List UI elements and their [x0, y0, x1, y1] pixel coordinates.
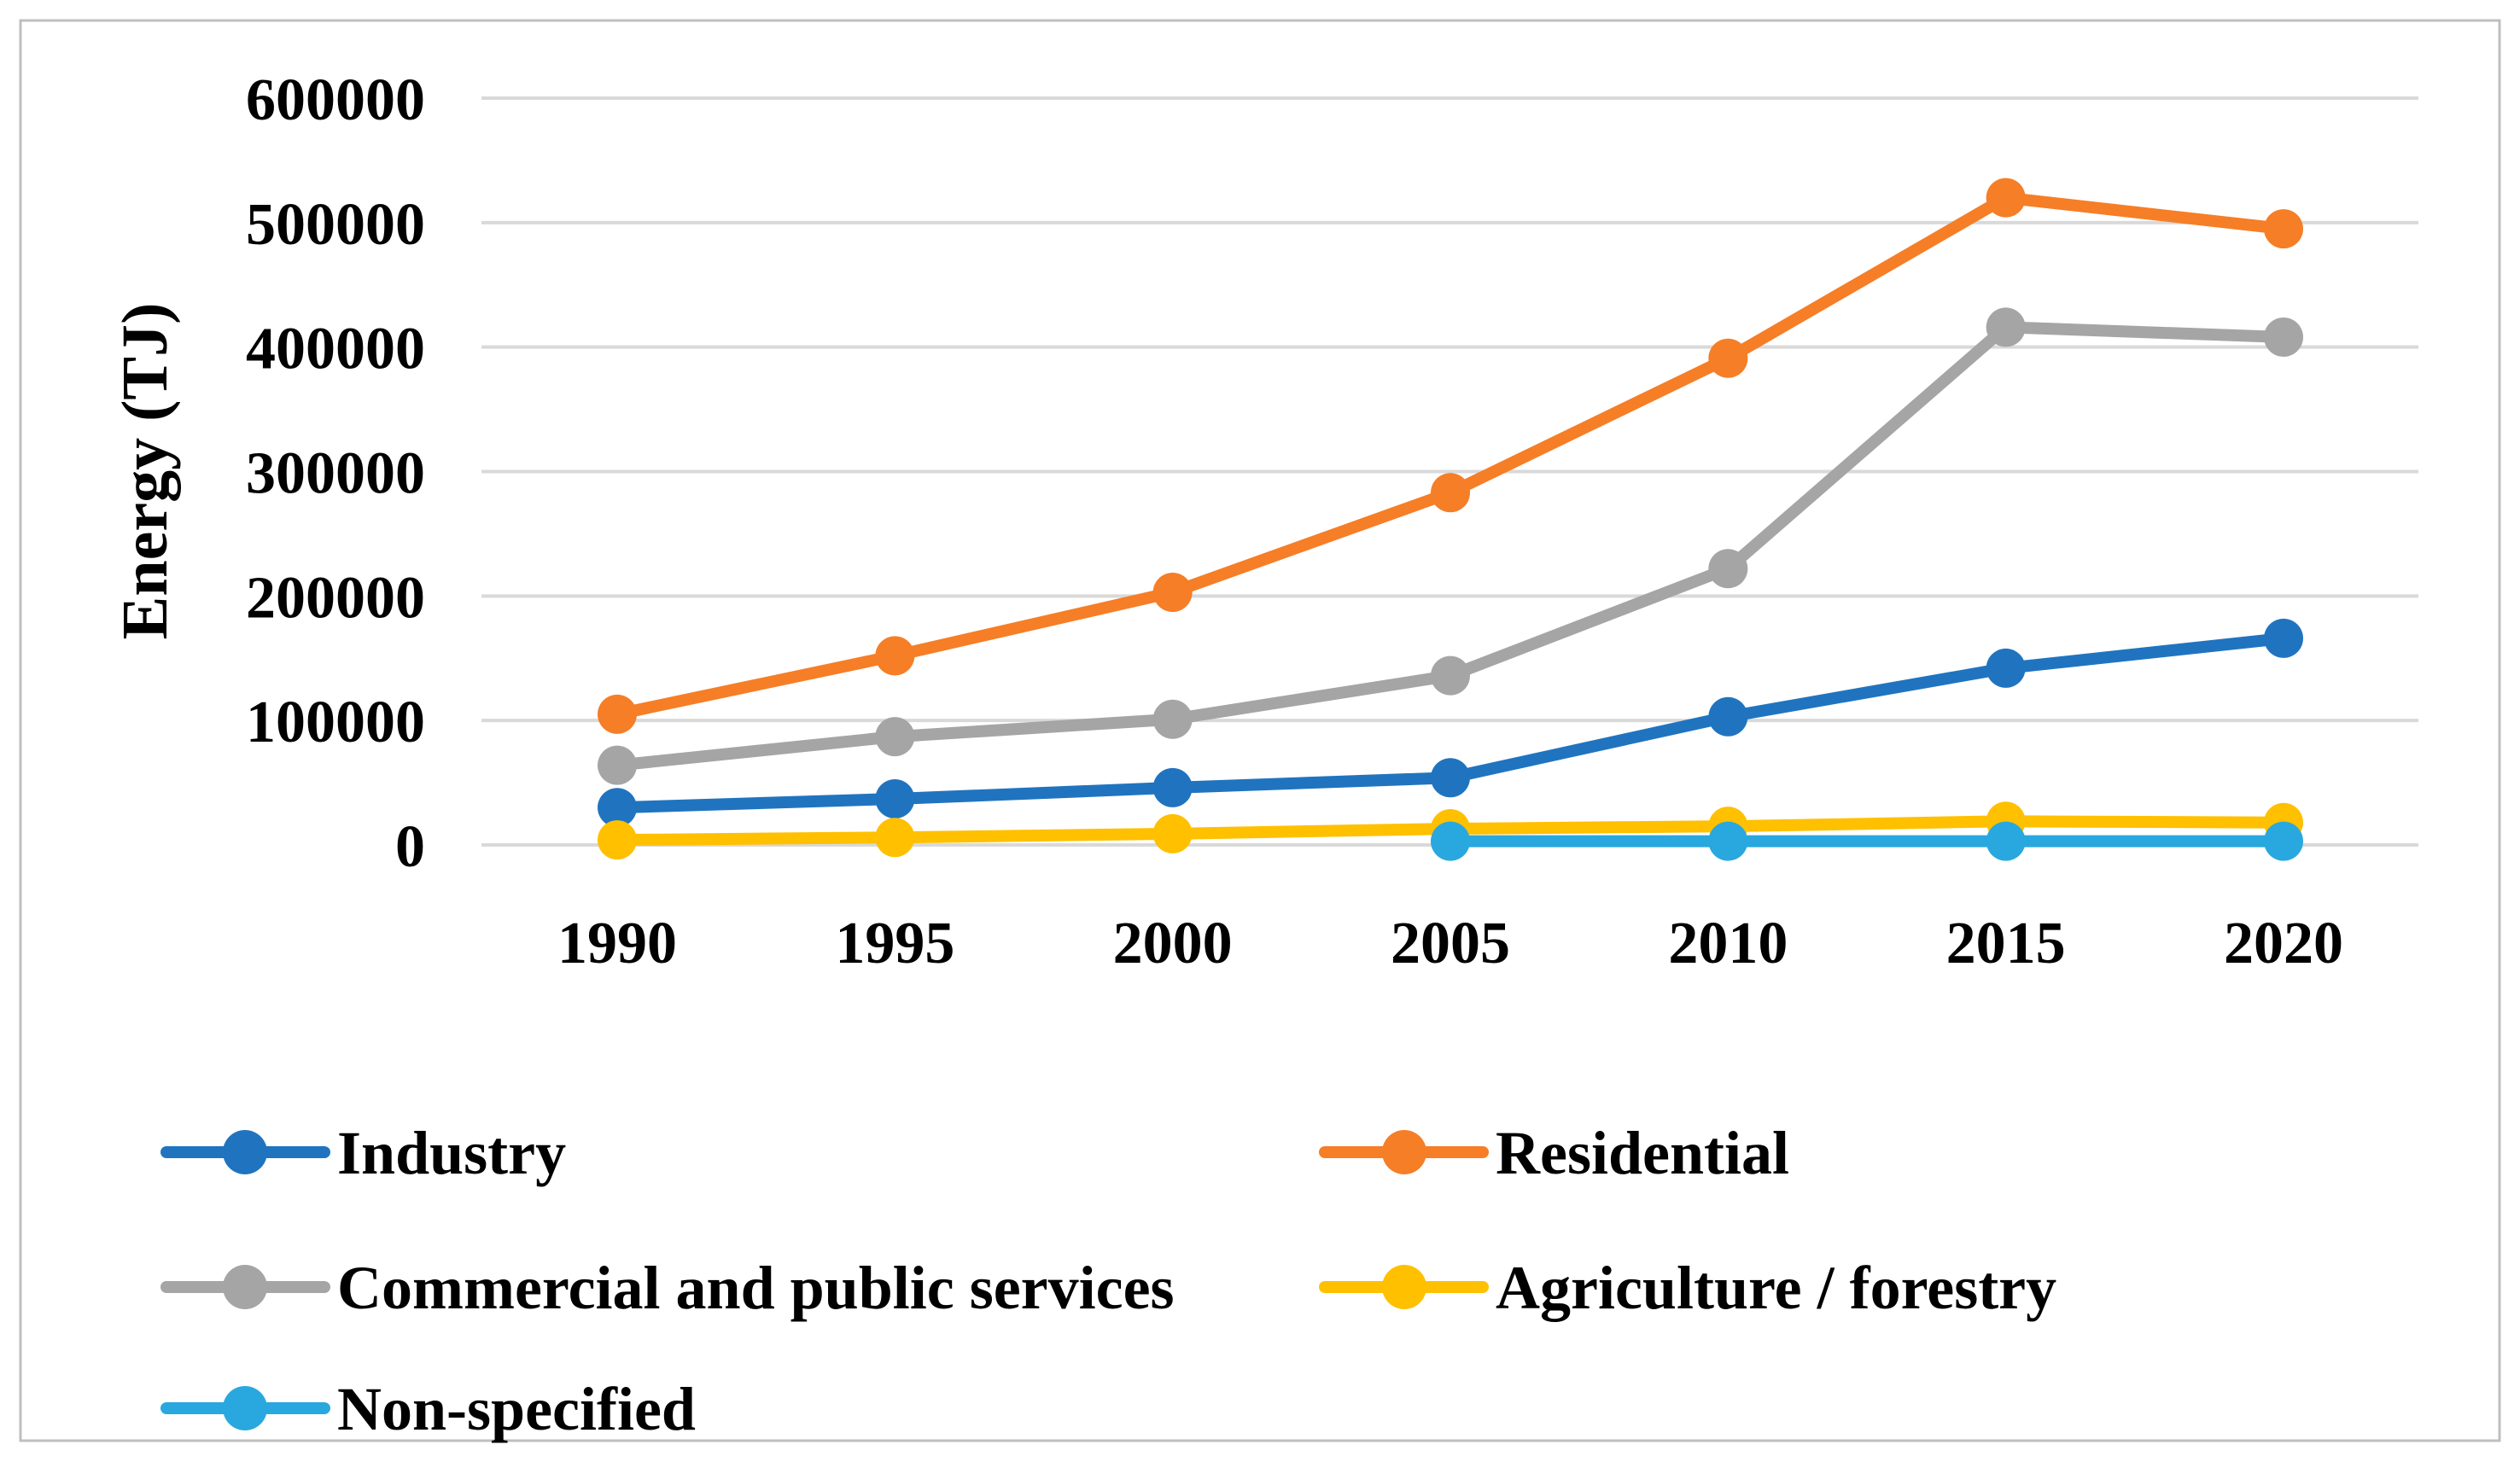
- data-point-marker: [875, 717, 915, 757]
- y-tick-label: 400000: [246, 317, 425, 382]
- data-point-marker: [1431, 758, 1470, 798]
- legend-label-agriculture: Agriculture / forestry: [1496, 1254, 2056, 1322]
- data-point-marker: [1152, 572, 1193, 612]
- legend-marker-dot: [1382, 1265, 1426, 1309]
- data-point-marker: [2264, 209, 2303, 249]
- legend-item-agriculture: Agriculture / forestry: [1319, 1254, 2056, 1322]
- series-line: [611, 191, 2290, 720]
- x-tick-label: 1990: [557, 911, 677, 976]
- data-point-marker: [1431, 821, 1470, 861]
- x-tick-label: 2005: [1391, 911, 1510, 976]
- data-point-marker: [1431, 655, 1470, 696]
- legend-label-commercial: Commercial and public services: [337, 1254, 1175, 1322]
- data-point-marker: [875, 779, 915, 819]
- x-tick-label: 2020: [2224, 911, 2343, 976]
- legend-marker-dot: [223, 1130, 267, 1174]
- series-commercial-and-public-services: [598, 307, 2303, 785]
- data-point-marker: [1986, 178, 2026, 218]
- series-industry: [598, 618, 2303, 828]
- data-point-marker: [1986, 648, 2026, 688]
- figure-border: [19, 19, 2501, 1442]
- data-point-marker: [1708, 338, 1748, 378]
- y-tick-label: 0: [395, 814, 425, 880]
- x-tick-label: 2000: [1113, 911, 1233, 976]
- legend: Industry Residential Commercial and publ…: [160, 1119, 2056, 1443]
- x-tick-label: 2015: [1946, 911, 2066, 976]
- series-non-specified: [1431, 821, 2303, 861]
- series-residential: [598, 178, 2303, 734]
- data-point-marker: [1986, 307, 2026, 347]
- legend-item-commercial: Commercial and public services: [160, 1254, 1175, 1322]
- y-axis-tick-labels: 0 100000 200000 300000 400000 500000 600000: [246, 67, 425, 880]
- legend-marker-dot: [1382, 1130, 1426, 1174]
- y-tick-label: 600000: [246, 67, 425, 133]
- legend-label-residential: Residential: [1496, 1119, 1789, 1187]
- x-tick-label: 2010: [1668, 911, 1788, 976]
- data-point-marker: [1708, 696, 1748, 737]
- data-point-marker: [598, 788, 637, 828]
- data-point-marker: [2264, 317, 2303, 357]
- legend-item-non-specified: Non-specified: [160, 1375, 696, 1443]
- data-point-marker: [598, 745, 637, 785]
- data-point-marker: [1152, 813, 1193, 853]
- data-series: [598, 178, 2303, 861]
- x-tick-label: 1995: [835, 911, 954, 976]
- data-point-marker: [1708, 821, 1748, 861]
- data-point-marker: [1986, 821, 2026, 861]
- legend-label-non-specified: Non-specified: [337, 1375, 696, 1443]
- data-point-marker: [1708, 549, 1748, 589]
- data-point-marker: [1431, 473, 1470, 513]
- y-tick-label: 200000: [246, 565, 425, 631]
- y-tick-label: 300000: [246, 441, 425, 507]
- series-line: [611, 321, 2290, 772]
- data-point-marker: [875, 818, 915, 858]
- legend-marker-dot: [223, 1386, 267, 1430]
- x-axis-tick-labels: 1990 1995 2000 2005 2010 2015 2020: [557, 911, 2343, 976]
- data-point-marker: [598, 820, 637, 860]
- data-point-marker: [598, 694, 637, 734]
- legend-label-industry: Industry: [337, 1119, 566, 1187]
- y-tick-label: 100000: [246, 690, 425, 755]
- legend-marker-dot: [223, 1265, 267, 1309]
- data-point-marker: [875, 636, 915, 676]
- data-point-marker: [1152, 699, 1193, 739]
- y-axis-title: Energy (TJ): [109, 303, 181, 640]
- data-point-marker: [2264, 821, 2303, 861]
- data-point-marker: [2264, 618, 2303, 658]
- legend-item-industry: Industry: [160, 1119, 566, 1187]
- data-point-marker: [1152, 767, 1193, 807]
- legend-item-residential: Residential: [1319, 1119, 1789, 1187]
- y-tick-label: 500000: [246, 192, 425, 258]
